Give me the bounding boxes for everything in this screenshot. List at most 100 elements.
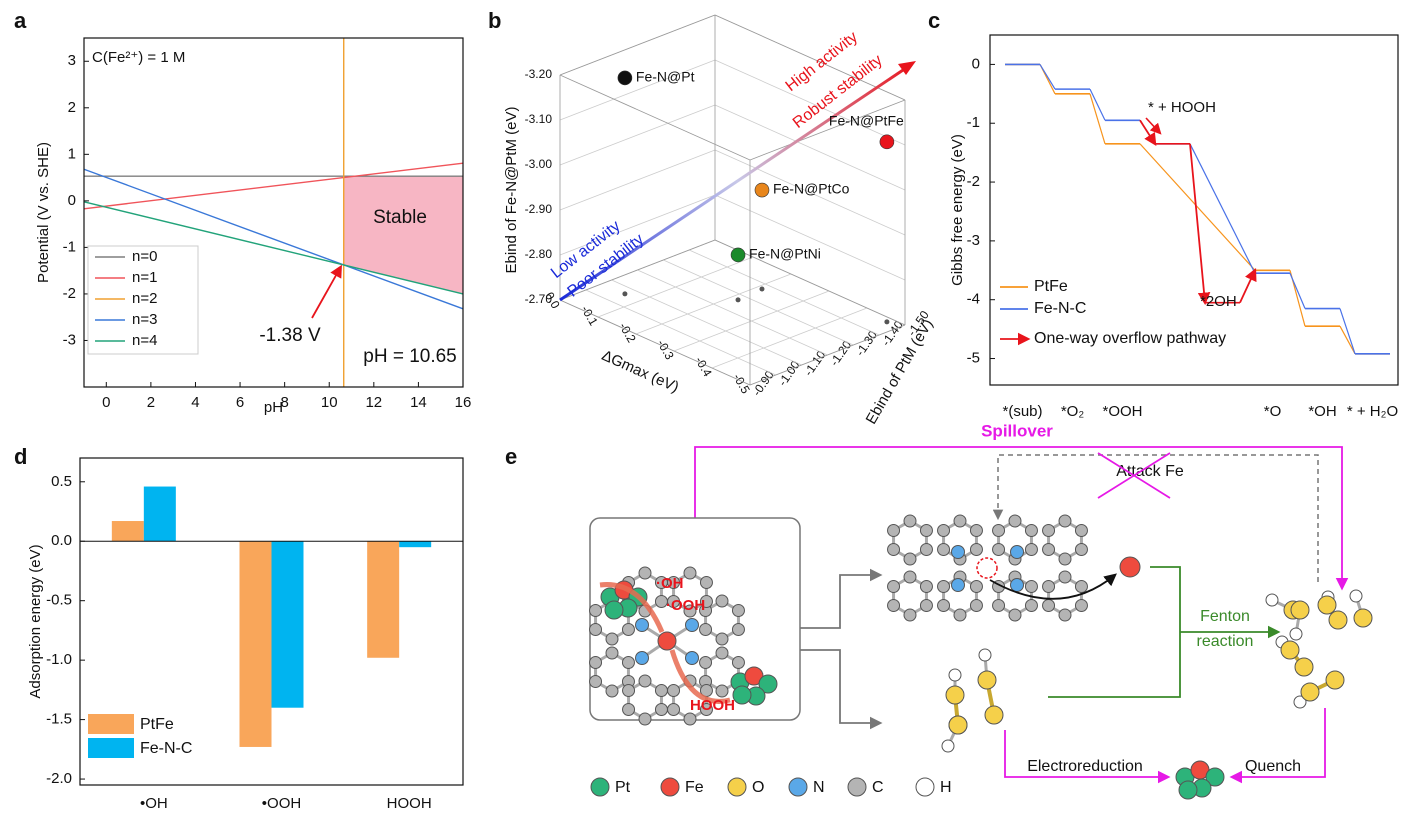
x-tick-label: 10 — [321, 394, 338, 411]
connector — [1289, 273, 1306, 309]
atom — [1042, 580, 1056, 593]
legend-box — [87, 245, 199, 355]
legend-swatch — [88, 714, 134, 734]
grid-line — [637, 269, 828, 356]
atom — [699, 703, 713, 716]
atom — [731, 656, 745, 669]
x-axis-label: pH — [264, 399, 283, 416]
grid-line — [714, 59, 906, 146]
bar — [367, 541, 400, 658]
atom — [604, 600, 624, 620]
x-tick-label: 14 — [410, 394, 427, 411]
connector — [1239, 268, 1257, 304]
element-swatch — [660, 777, 680, 797]
cross-mark — [1097, 452, 1171, 499]
atom — [605, 684, 619, 698]
atom — [992, 599, 1006, 612]
y-axis-label: Potential (V vs. SHE) — [35, 142, 52, 283]
bar — [399, 541, 432, 548]
atom — [622, 684, 636, 697]
atom — [654, 684, 668, 697]
atom — [1349, 589, 1363, 603]
leaving-arrow — [989, 573, 1117, 600]
x-tick-label: 12 — [365, 394, 382, 411]
panel-label: a — [14, 8, 27, 33]
point-label: Fe-N@Pt — [636, 69, 695, 85]
y-tick-label: -2.0 — [46, 770, 72, 787]
atom — [903, 514, 917, 528]
atom — [1074, 524, 1088, 537]
atom — [977, 670, 997, 690]
atom — [1058, 570, 1072, 584]
atom — [1280, 640, 1300, 660]
annotation: * + HOOH — [1148, 99, 1216, 116]
grid-line — [689, 249, 880, 336]
annotation: *2OH — [1200, 293, 1237, 310]
element-swatch — [847, 777, 867, 797]
box-edge — [559, 74, 751, 161]
potential-line — [83, 201, 464, 295]
atom — [951, 578, 965, 592]
box-edge — [559, 239, 716, 301]
point-label: Fe-N@PtFe — [829, 113, 904, 129]
atom — [589, 656, 603, 669]
flow-arrow — [599, 582, 665, 633]
atom — [667, 703, 681, 716]
atom — [683, 712, 697, 726]
y-axis-label: Adsorption energy (eV) — [27, 544, 44, 698]
atom — [1328, 610, 1348, 630]
quench-arrow — [1229, 708, 1326, 784]
x-tick-label: * + H₂O — [1347, 403, 1398, 420]
atom — [1010, 545, 1024, 559]
species-label: ·OH — [656, 575, 684, 592]
z-tick-label: -3.20 — [525, 67, 553, 81]
x-tick-label: -0.4 — [692, 354, 715, 379]
atom — [667, 684, 681, 697]
annotation: C(Fe²⁺) = 1 M — [92, 49, 185, 66]
atom — [1317, 595, 1337, 615]
y-tick-label: 3 — [68, 52, 76, 69]
y-tick-label: 2 — [68, 99, 76, 116]
x-tick-label: *O — [1264, 403, 1282, 420]
x-tick-label: •OH — [140, 795, 168, 812]
bar — [111, 521, 144, 542]
atom — [969, 543, 983, 556]
x-tick-label: *OH — [1308, 403, 1336, 420]
grid-line — [585, 289, 776, 376]
element-swatch — [915, 777, 935, 797]
annotation: -1.38 V — [259, 325, 321, 346]
x-tick-label: 0 — [102, 394, 110, 411]
atom — [887, 524, 901, 537]
atom — [1024, 599, 1038, 612]
element-label: O — [752, 779, 764, 796]
spillover-arrow — [694, 446, 1349, 591]
element-label: N — [813, 779, 825, 796]
atom — [758, 674, 778, 694]
connector — [1089, 88, 1106, 121]
x-tick-label: 8 — [280, 394, 288, 411]
point — [754, 182, 770, 198]
axes-frame — [83, 37, 464, 388]
spillover-label: Spillover — [981, 421, 1053, 440]
element-swatch — [727, 777, 747, 797]
flow-arrow — [669, 649, 731, 704]
atom — [685, 618, 699, 632]
atom — [1074, 543, 1088, 556]
x-tick-label: 2 — [147, 394, 155, 411]
atom — [953, 608, 967, 622]
x-tick-label: •OOH — [262, 795, 301, 812]
atom — [1178, 780, 1198, 800]
atom — [1008, 514, 1022, 528]
atom — [937, 543, 951, 556]
legend-label: Fe-N-C — [140, 740, 192, 757]
fenton-label: reaction — [1197, 633, 1254, 650]
point-label: Fe-N@PtNi — [749, 246, 821, 262]
connector — [1139, 143, 1256, 271]
atom — [667, 595, 681, 608]
atom — [978, 648, 992, 662]
panel-label: b — [488, 8, 501, 33]
atom — [1024, 543, 1038, 556]
y-tick-label: -1 — [967, 114, 980, 131]
legend-label: n=1 — [132, 269, 157, 286]
atom — [969, 599, 983, 612]
